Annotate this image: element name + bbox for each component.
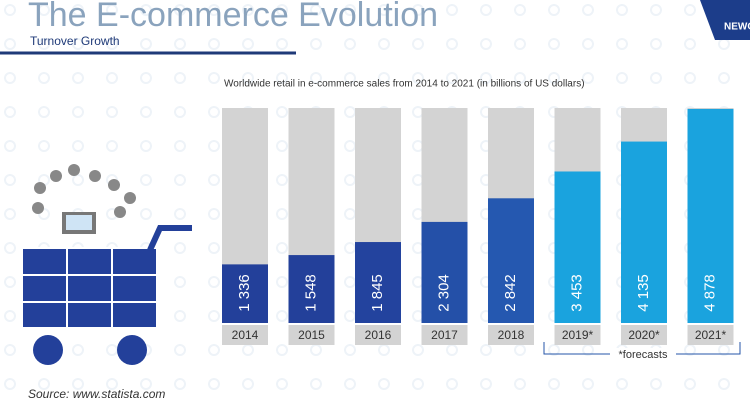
value-label: 3 453 xyxy=(568,274,585,312)
logo-badge xyxy=(700,0,750,40)
category-box xyxy=(288,325,335,345)
x-tick-label: 2020* xyxy=(628,328,660,342)
category-box xyxy=(421,325,468,345)
subtitle: Turnover Growth xyxy=(30,34,120,48)
bar xyxy=(355,242,401,323)
value-label: 1 845 xyxy=(369,274,386,312)
x-tick-label: 2014 xyxy=(232,328,259,342)
bar xyxy=(421,221,468,323)
bar xyxy=(222,264,268,323)
bar xyxy=(687,108,734,324)
value-label: 2 842 xyxy=(502,274,519,312)
value-label: 1 548 xyxy=(302,274,319,312)
value-label: 2 304 xyxy=(435,274,452,312)
bar xyxy=(288,255,335,323)
chart-description: Worldwide retail in e-commerce sales fro… xyxy=(224,79,585,90)
bar xyxy=(621,141,667,323)
x-tick-label: 2018 xyxy=(498,328,525,342)
bar xyxy=(488,198,534,323)
x-tick-label: 2017 xyxy=(431,328,458,342)
x-tick-label: 2015 xyxy=(298,328,325,342)
bar xyxy=(554,171,601,323)
value-label: 4 878 xyxy=(701,274,718,312)
category-box xyxy=(554,325,601,345)
category-box xyxy=(355,325,401,345)
title: The E-commerce Evolution xyxy=(28,0,438,34)
value-label: 1 336 xyxy=(236,274,253,312)
x-tick-label: 2021* xyxy=(695,328,727,342)
source: Source: www.statista.com xyxy=(28,387,165,401)
cart-illustration xyxy=(21,164,192,365)
category-box xyxy=(621,325,667,345)
category-box xyxy=(222,325,268,345)
value-label: 4 135 xyxy=(635,274,652,312)
forecast-note: *forecasts xyxy=(619,349,668,361)
category-box xyxy=(488,325,534,345)
x-tick-label: 2016 xyxy=(365,328,392,342)
logo: NEWO xyxy=(724,22,750,33)
forecast-label-bg xyxy=(610,348,676,362)
x-tick-label: 2019* xyxy=(562,328,594,342)
category-box xyxy=(687,325,734,345)
